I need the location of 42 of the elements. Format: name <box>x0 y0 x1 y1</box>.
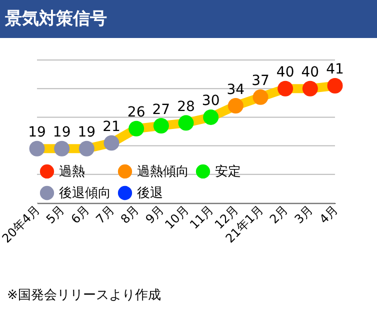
point <box>178 115 194 131</box>
data-label: 27 <box>152 102 170 118</box>
legend-label: 過熱 <box>59 164 85 180</box>
x-tick-label: 5月 <box>43 202 68 226</box>
point <box>29 140 45 156</box>
data-label: 19 <box>78 124 96 141</box>
legend-label: 安定 <box>215 163 241 180</box>
data-label: 19 <box>52 124 71 141</box>
point <box>228 98 244 114</box>
legend-label: 後退 <box>137 186 163 201</box>
point <box>104 135 120 151</box>
point <box>54 140 70 156</box>
point <box>302 80 318 96</box>
x-tick-label: 8月 <box>118 202 142 226</box>
x-tick-label: 20年4月 <box>0 202 42 246</box>
data-label: 40 <box>276 64 294 81</box>
x-tick-label: 2月 <box>266 202 291 226</box>
data-label: 21 <box>102 118 120 135</box>
x-tick-label: 10月 <box>162 202 192 232</box>
point <box>78 140 94 156</box>
data-label: 28 <box>177 98 195 115</box>
data-label: 34 <box>226 82 245 98</box>
legend-label: 後退傾向 <box>59 186 111 201</box>
x-tick-label: 3月 <box>292 202 316 226</box>
x-tick-label: 6月 <box>68 202 92 226</box>
text: ※国発会リリースより作成 <box>7 288 161 303</box>
x-tick-label: 7月 <box>93 202 117 226</box>
point <box>252 89 268 105</box>
point <box>203 109 219 125</box>
data-label: 37 <box>252 73 270 90</box>
data-label: 41 <box>326 62 344 78</box>
point <box>128 120 144 136</box>
point <box>278 80 294 96</box>
legend-label: 過熱傾向 <box>137 164 189 180</box>
data-label: 40 <box>301 64 320 81</box>
data-label: 26 <box>127 104 146 121</box>
point <box>153 118 169 134</box>
point <box>327 78 343 94</box>
chart-title: 景気対策信号 <box>4 9 107 29</box>
x-tick-label: 4月 <box>316 202 340 226</box>
data-label: 19 <box>28 124 46 141</box>
data-label: 30 <box>202 93 220 110</box>
